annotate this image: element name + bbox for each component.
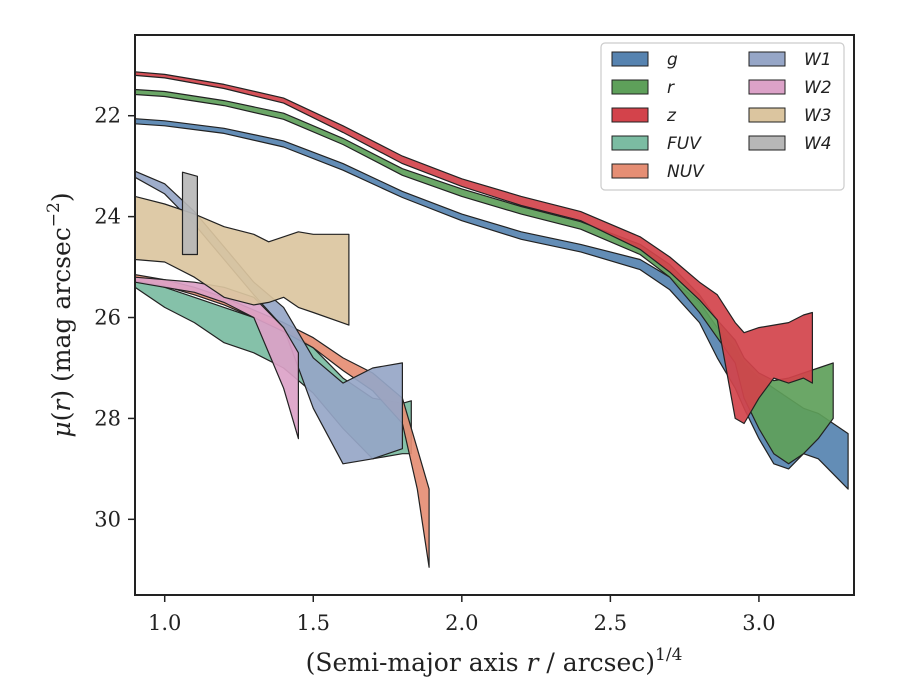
y-tick-label: 24 <box>94 205 121 229</box>
y-tick-label: 30 <box>94 507 121 531</box>
legend-label-fuv: FUV <box>667 134 702 154</box>
series-band-z <box>135 71 814 425</box>
series-band-r <box>135 88 834 465</box>
y-tick-label: 26 <box>94 306 121 330</box>
x-axis-label: (Semi-major axis r / arcsec)1/4 <box>306 645 683 677</box>
y-axis-label: μ(r) (mag arcsec−2) <box>44 192 76 437</box>
legend-label-z: z <box>666 106 677 126</box>
x-tick-label: 3.0 <box>742 611 775 635</box>
legend-label-w3: W3 <box>804 106 832 126</box>
legend-swatch-g <box>611 51 649 67</box>
plot-frame <box>134 34 855 596</box>
legend-swatch-r <box>611 79 649 95</box>
series-layer <box>135 71 849 568</box>
axis-layer: 1.0 1.5 2.0 2.5 3.0 22 24 26 28 30 <box>94 104 775 635</box>
legend-swatch-w3 <box>748 107 786 123</box>
legend: grz FUV NUV W1 W2 W3 W4 <box>600 42 845 191</box>
x-tick-label: 2.0 <box>445 611 478 635</box>
legend-swatch-z <box>611 107 649 123</box>
legend-swatch-fuv <box>611 135 649 151</box>
legend-label-w4: W4 <box>804 134 832 154</box>
legend-label-g: g <box>667 50 678 70</box>
x-tick-label: 1.0 <box>148 611 181 635</box>
x-tick-label: 2.5 <box>594 611 627 635</box>
x-tick-label: 1.5 <box>297 611 330 635</box>
legend-swatch-w2 <box>748 79 786 95</box>
series-band-w4 <box>181 171 198 256</box>
legend-label-nuv: NUV <box>667 162 705 182</box>
legend-swatch-w1 <box>748 51 786 67</box>
y-tick-label: 22 <box>94 104 121 128</box>
legend-label-r: r <box>667 78 675 98</box>
legend-label-w2: W2 <box>804 78 832 98</box>
legend-swatch-w4 <box>748 135 786 151</box>
legend-label-w1: W1 <box>804 50 832 70</box>
legend-swatch-nuv <box>611 163 649 179</box>
y-tick-label: 28 <box>94 406 121 430</box>
